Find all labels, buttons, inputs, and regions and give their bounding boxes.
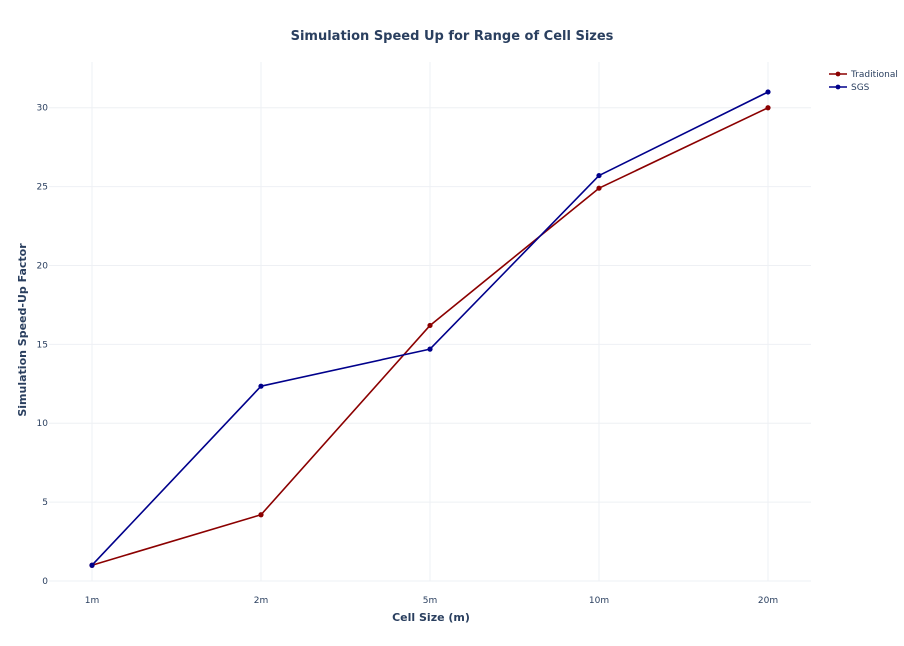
data-point-sgs (258, 383, 264, 389)
y-tick-label: 30 (37, 104, 49, 114)
y-tick-label: 20 (37, 261, 49, 271)
x-tick-label: 1m (85, 596, 100, 606)
y-tick-label: 5 (42, 498, 48, 508)
y-tick-label: 10 (37, 419, 49, 429)
y-axis-ticks: 0 5 10 15 20 25 30 (37, 104, 49, 587)
legend-label: Traditional (850, 70, 898, 80)
legend-marker (835, 71, 841, 77)
y-axis-title: Simulation Speed-Up Factor (16, 243, 29, 417)
chart-title: Simulation Speed Up for Range of Cell Si… (291, 29, 614, 44)
data-point-sgs (89, 562, 95, 568)
legend-marker (835, 84, 841, 90)
data-point-traditional (765, 105, 771, 111)
legend-label: SGS (851, 83, 870, 93)
y-tick-label: 25 (37, 183, 48, 193)
data-point-sgs (765, 89, 771, 95)
y-tick-label: 15 (37, 340, 48, 350)
data-point-traditional (258, 512, 264, 518)
y-tick-label: 0 (42, 577, 48, 587)
gridlines (49, 62, 811, 582)
data-point-traditional (596, 185, 602, 191)
x-axis-ticks: 1m 2m 5m 10m 20m (85, 596, 778, 606)
data-point-sgs (596, 172, 602, 179)
data-point-traditional (427, 322, 433, 329)
legend-item-sgs[interactable]: SGS (829, 83, 870, 93)
data-point-sgs (427, 346, 433, 352)
series-layer (89, 89, 771, 568)
x-tick-label: 10m (589, 596, 609, 606)
legend-item-traditional[interactable]: Traditional (829, 70, 898, 80)
x-tick-label: 5m (423, 596, 438, 606)
x-axis-title: Cell Size (m) (392, 611, 470, 624)
x-tick-label: 20m (758, 596, 778, 606)
legend: Traditional SGS (829, 70, 898, 93)
x-tick-label: 2m (254, 596, 269, 606)
